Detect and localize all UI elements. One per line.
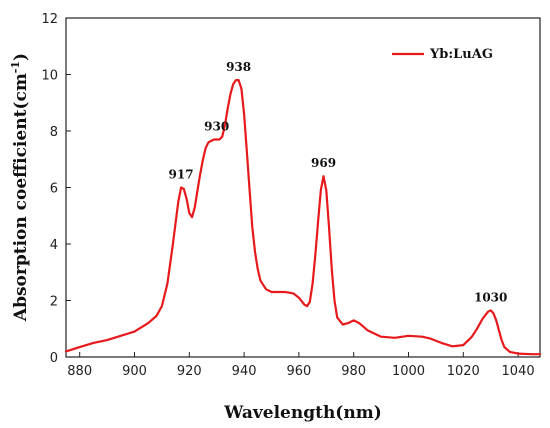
x-tick-label: 1040 bbox=[502, 364, 535, 379]
plot-area: 880 900 920 940 960 980 1000 1020 1040 0 2 4 6 8 10 12… bbox=[41, 12, 542, 379]
peak-label-969: 969 bbox=[311, 156, 336, 170]
y-axis-title: Absorption coefficient(cm-1) bbox=[9, 53, 31, 322]
peak-label-938: 938 bbox=[226, 60, 251, 74]
peak-label-930: 930 bbox=[204, 119, 229, 133]
x-axis-title: Wavelength(nm) bbox=[223, 403, 382, 423]
y-tick-label: 6 bbox=[50, 182, 58, 197]
y-axis-title-superscript: -1 bbox=[9, 61, 22, 73]
peak-labels: 917 930 938 969 1030 bbox=[169, 60, 508, 304]
legend-label: Yb:LuAG bbox=[429, 47, 493, 62]
y-tick-label: 2 bbox=[50, 295, 58, 310]
legend: Yb:LuAG bbox=[392, 47, 493, 62]
y-axis-title-close: ) bbox=[11, 53, 31, 61]
x-tick-label: 900 bbox=[122, 364, 147, 379]
x-tick-label: 960 bbox=[286, 364, 311, 379]
x-tick-label: 1020 bbox=[447, 364, 480, 379]
x-tick-label: 920 bbox=[177, 364, 202, 379]
y-tick-label: 4 bbox=[50, 238, 58, 253]
y-tick-label: 12 bbox=[41, 12, 58, 27]
y-axis-title-main: Absorption coefficient(cm bbox=[11, 73, 31, 322]
x-tick-label: 1000 bbox=[392, 364, 425, 379]
y-tick-label: 8 bbox=[50, 125, 58, 140]
series-line-yb-luag bbox=[64, 79, 542, 356]
y-tick-label: 10 bbox=[41, 69, 58, 84]
x-tick-label: 940 bbox=[232, 364, 257, 379]
peak-label-917: 917 bbox=[169, 168, 194, 182]
x-tick-label: 980 bbox=[341, 364, 366, 379]
peak-label-1030: 1030 bbox=[474, 290, 507, 304]
y-axis: 0 2 4 6 8 10 12 bbox=[41, 12, 71, 366]
plot-frame bbox=[65, 17, 541, 358]
x-tick-label: 880 bbox=[67, 364, 92, 379]
x-axis: 880 900 920 940 960 980 1000 1020 1040 bbox=[67, 352, 535, 379]
y-tick-label: 0 bbox=[50, 351, 58, 366]
